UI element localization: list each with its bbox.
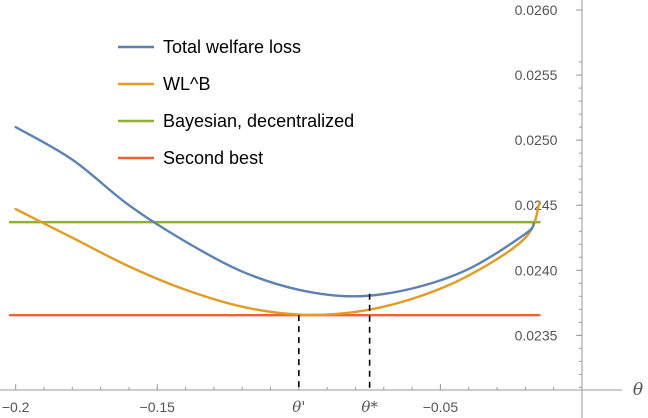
marker-label-1: θ' [292, 398, 305, 416]
series-line-total-welfare-loss [14, 125, 536, 298]
legend-label-total-welfare-loss: Total welfare loss [163, 37, 301, 57]
x-tick-label: −0.05 [423, 399, 459, 415]
y-tick-label: 0.0235 [515, 327, 558, 343]
series-line-wl-b [14, 201, 541, 317]
x-tick-label: −0.15 [140, 399, 176, 415]
x-tick-label: −0.2 [2, 399, 30, 415]
y-tick-label: 0.0250 [515, 132, 558, 148]
y-tick-label: 0.0255 [515, 67, 558, 83]
y-tick-label: 0.0260 [515, 2, 558, 18]
legend-label-wl-b: WL^B [163, 74, 210, 94]
legend-label-second-best: Second best [163, 148, 263, 168]
x-axis-title: θ [633, 380, 643, 400]
legend: Total welfare loss WL^B Bayesian, decentra… [118, 37, 354, 168]
marker-label-2: θ* [361, 398, 378, 416]
y-tick-label: 0.0240 [515, 262, 558, 278]
markers-layer: θ' θ* [292, 293, 378, 416]
y-tick-label: 0.0245 [515, 197, 558, 213]
legend-label-bayesian-decentralized: Bayesian, decentralized [163, 111, 354, 131]
series-layer [8, 125, 541, 317]
